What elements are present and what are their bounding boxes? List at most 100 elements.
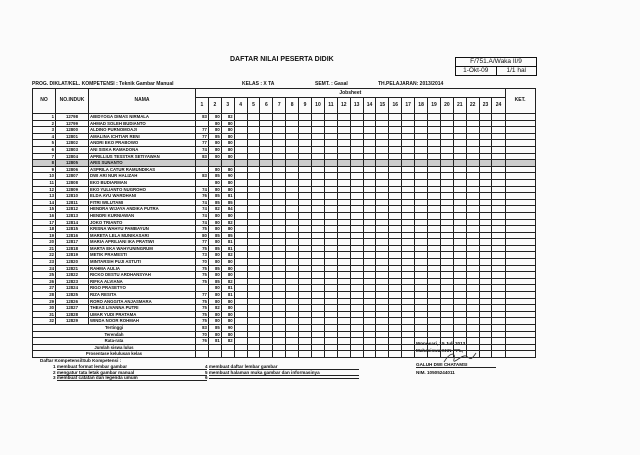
score-cell bbox=[311, 258, 325, 266]
score-cell: 80 bbox=[220, 178, 235, 187]
score-cell bbox=[478, 291, 493, 299]
remarks-cell bbox=[504, 297, 536, 306]
score-cell bbox=[465, 198, 480, 207]
score-cell bbox=[427, 113, 441, 121]
score-cell bbox=[375, 258, 390, 266]
score-cell bbox=[414, 126, 429, 134]
score-cell bbox=[298, 113, 313, 121]
score-cell bbox=[452, 251, 467, 260]
score-cell bbox=[259, 264, 274, 273]
score-cell: 74 bbox=[195, 205, 209, 213]
score-cell bbox=[465, 178, 480, 187]
header-nama: NAMA bbox=[88, 88, 196, 114]
header-jobsheet-number: 19 bbox=[427, 97, 441, 114]
student-name: ANI SISKA RAMADONA bbox=[88, 145, 196, 154]
score-cell bbox=[323, 231, 338, 240]
score-cell bbox=[349, 271, 364, 279]
score-cell bbox=[452, 132, 467, 141]
summary-score bbox=[336, 337, 351, 345]
score-cell bbox=[401, 192, 416, 200]
summary-score: 80 bbox=[220, 330, 235, 339]
score-cell: 80 bbox=[207, 165, 222, 174]
score-cell bbox=[362, 304, 377, 312]
student-id: 12813 bbox=[55, 211, 89, 220]
student-id: 12828 bbox=[55, 310, 89, 319]
score-cell bbox=[362, 113, 377, 121]
score-cell bbox=[298, 297, 313, 306]
table-row: 2 12799 AHMAD SOLEH BUDIANTO 80 80 bbox=[32, 119, 536, 128]
score-cell bbox=[491, 271, 506, 279]
score-cell bbox=[349, 284, 364, 293]
score-cell bbox=[285, 205, 300, 213]
score-cell bbox=[323, 310, 338, 319]
score-cell bbox=[259, 277, 274, 286]
score-cell bbox=[401, 152, 416, 161]
score-cell bbox=[439, 192, 454, 200]
score-cell bbox=[285, 304, 300, 312]
score-cell bbox=[491, 244, 506, 253]
score-cell bbox=[298, 291, 313, 299]
score-cell bbox=[336, 192, 351, 200]
score-cell bbox=[439, 152, 454, 161]
score-cell: 74 bbox=[195, 211, 209, 220]
score-cell: 80 bbox=[207, 238, 222, 246]
table-row: 5 12802 ANDRI EKO PRABOWO 77 80 80 bbox=[32, 139, 536, 147]
score-cell bbox=[478, 264, 493, 273]
score-cell bbox=[233, 211, 248, 220]
student-id: 12821 bbox=[55, 264, 89, 273]
summary-score bbox=[311, 330, 325, 339]
student-id: 12810 bbox=[55, 192, 89, 200]
score-cell bbox=[323, 126, 338, 134]
score-cell: 80 bbox=[207, 152, 222, 161]
score-cell bbox=[362, 218, 377, 227]
score-cell bbox=[272, 297, 287, 306]
score-cell bbox=[452, 119, 467, 128]
table-row: 20 12817 MARIA APRILIANI IKA PRATIWI 77 80 81 bbox=[32, 238, 536, 246]
score-cell bbox=[298, 159, 313, 167]
score-cell bbox=[439, 284, 454, 293]
score-cell bbox=[298, 165, 313, 174]
score-cell bbox=[375, 231, 390, 240]
score-cell bbox=[427, 218, 441, 227]
score-cell bbox=[491, 205, 506, 213]
header-jobsheet-number: 5 bbox=[246, 97, 261, 114]
score-cell bbox=[439, 165, 454, 174]
score-cell bbox=[272, 178, 287, 187]
score-cell bbox=[272, 198, 287, 207]
score-cell bbox=[465, 251, 480, 260]
score-cell bbox=[323, 119, 338, 128]
score-cell bbox=[246, 271, 261, 279]
student-name: ABIDYOGA DIMAS NIRMALA bbox=[88, 113, 196, 121]
header-ket: KET. bbox=[504, 88, 536, 114]
score-cell bbox=[388, 310, 403, 319]
score-cell: 80 bbox=[207, 225, 222, 233]
score-cell bbox=[401, 291, 416, 299]
table-row: 10 12807 DWI ARI NUR HALIZAH 83 85 90 bbox=[32, 172, 536, 180]
competency-item: 2 mengatur tata letak gambar manual bbox=[53, 370, 207, 376]
score-cell bbox=[465, 271, 480, 279]
score-cell bbox=[362, 145, 377, 154]
score-cell bbox=[272, 165, 287, 174]
score-cell: 75 bbox=[195, 310, 209, 319]
table-row: 12 12809 EKO YULIANTO NUGROHO 74 80 80 bbox=[32, 185, 536, 194]
score-cell bbox=[349, 139, 364, 147]
score-cell bbox=[414, 244, 429, 253]
score-cell bbox=[233, 264, 248, 273]
score-cell: 75 bbox=[195, 297, 209, 306]
score-cell bbox=[311, 244, 325, 253]
table-row: 30 12827 THEAS LIVANNA PUTRI 75 82 80 bbox=[32, 304, 536, 312]
score-cell bbox=[323, 238, 338, 246]
competency-text: membuat halaman muka gambar dan informas… bbox=[208, 370, 359, 376]
score-cell bbox=[336, 178, 351, 187]
score-cell bbox=[362, 291, 377, 299]
score-cell bbox=[349, 218, 364, 227]
score-cell bbox=[285, 258, 300, 266]
remarks-cell bbox=[504, 113, 536, 121]
score-cell bbox=[362, 231, 377, 240]
score-cell bbox=[259, 317, 274, 325]
score-cell bbox=[336, 185, 351, 194]
score-cell bbox=[336, 205, 351, 213]
score-cell bbox=[349, 172, 364, 180]
competency-item: 1 membuat format lembar gambar bbox=[53, 364, 207, 370]
score-cell bbox=[491, 284, 506, 293]
